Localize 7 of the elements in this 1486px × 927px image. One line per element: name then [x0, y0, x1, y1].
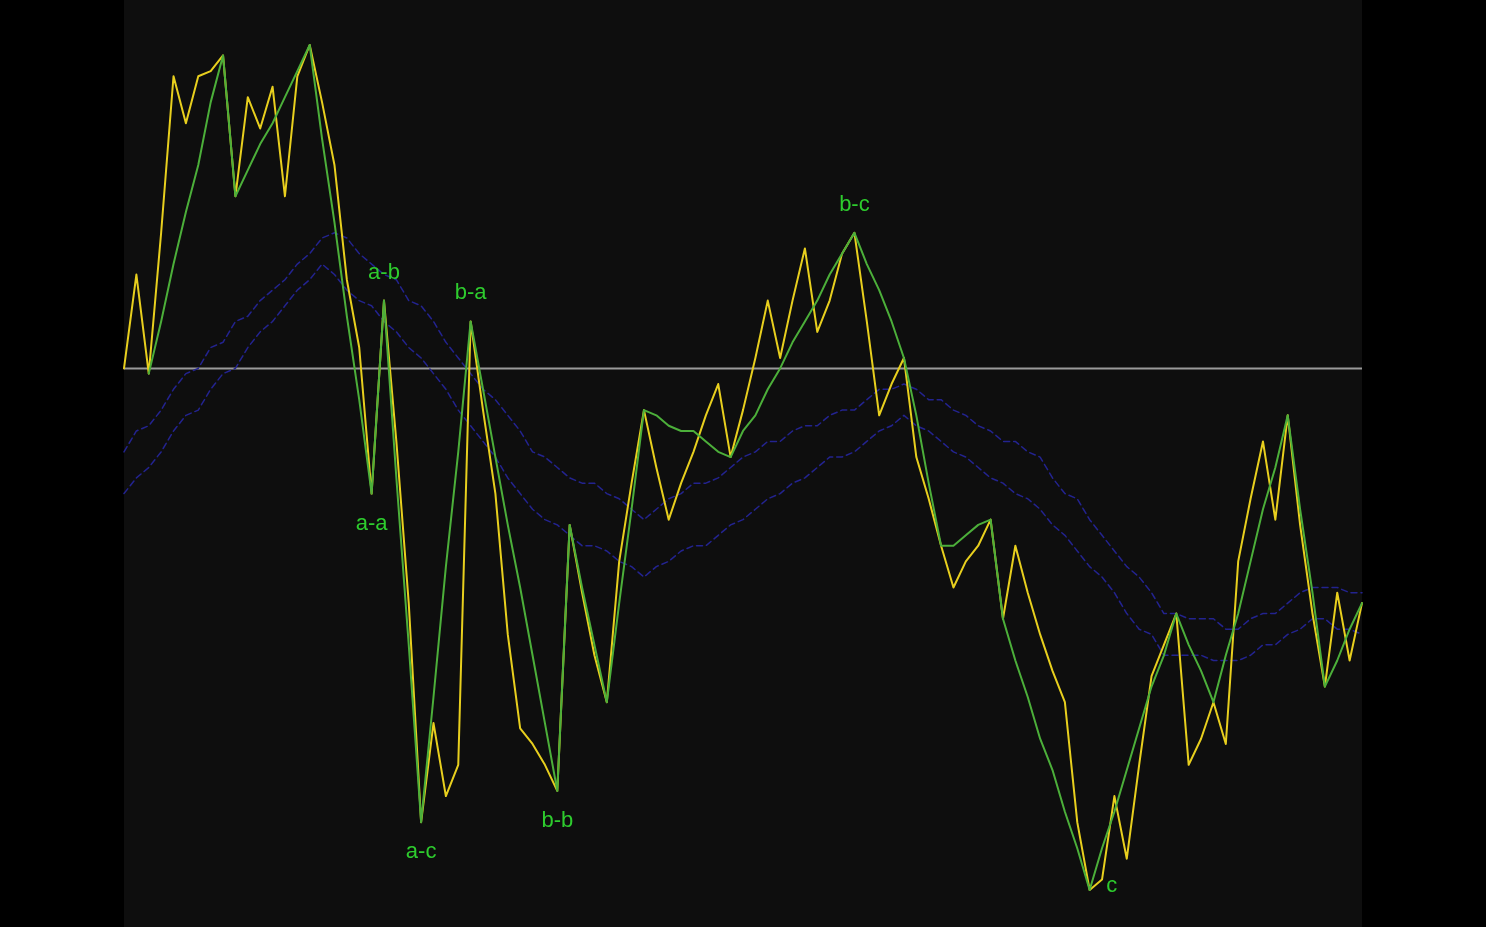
annotation: b-b [541, 806, 574, 832]
annotation: b-a [454, 279, 488, 305]
annotation: a-a [355, 509, 389, 535]
annotation: b-c [839, 190, 870, 216]
annotation: a-c [405, 838, 437, 864]
annotation: c [1106, 872, 1118, 897]
annotation: a-b [368, 258, 400, 284]
